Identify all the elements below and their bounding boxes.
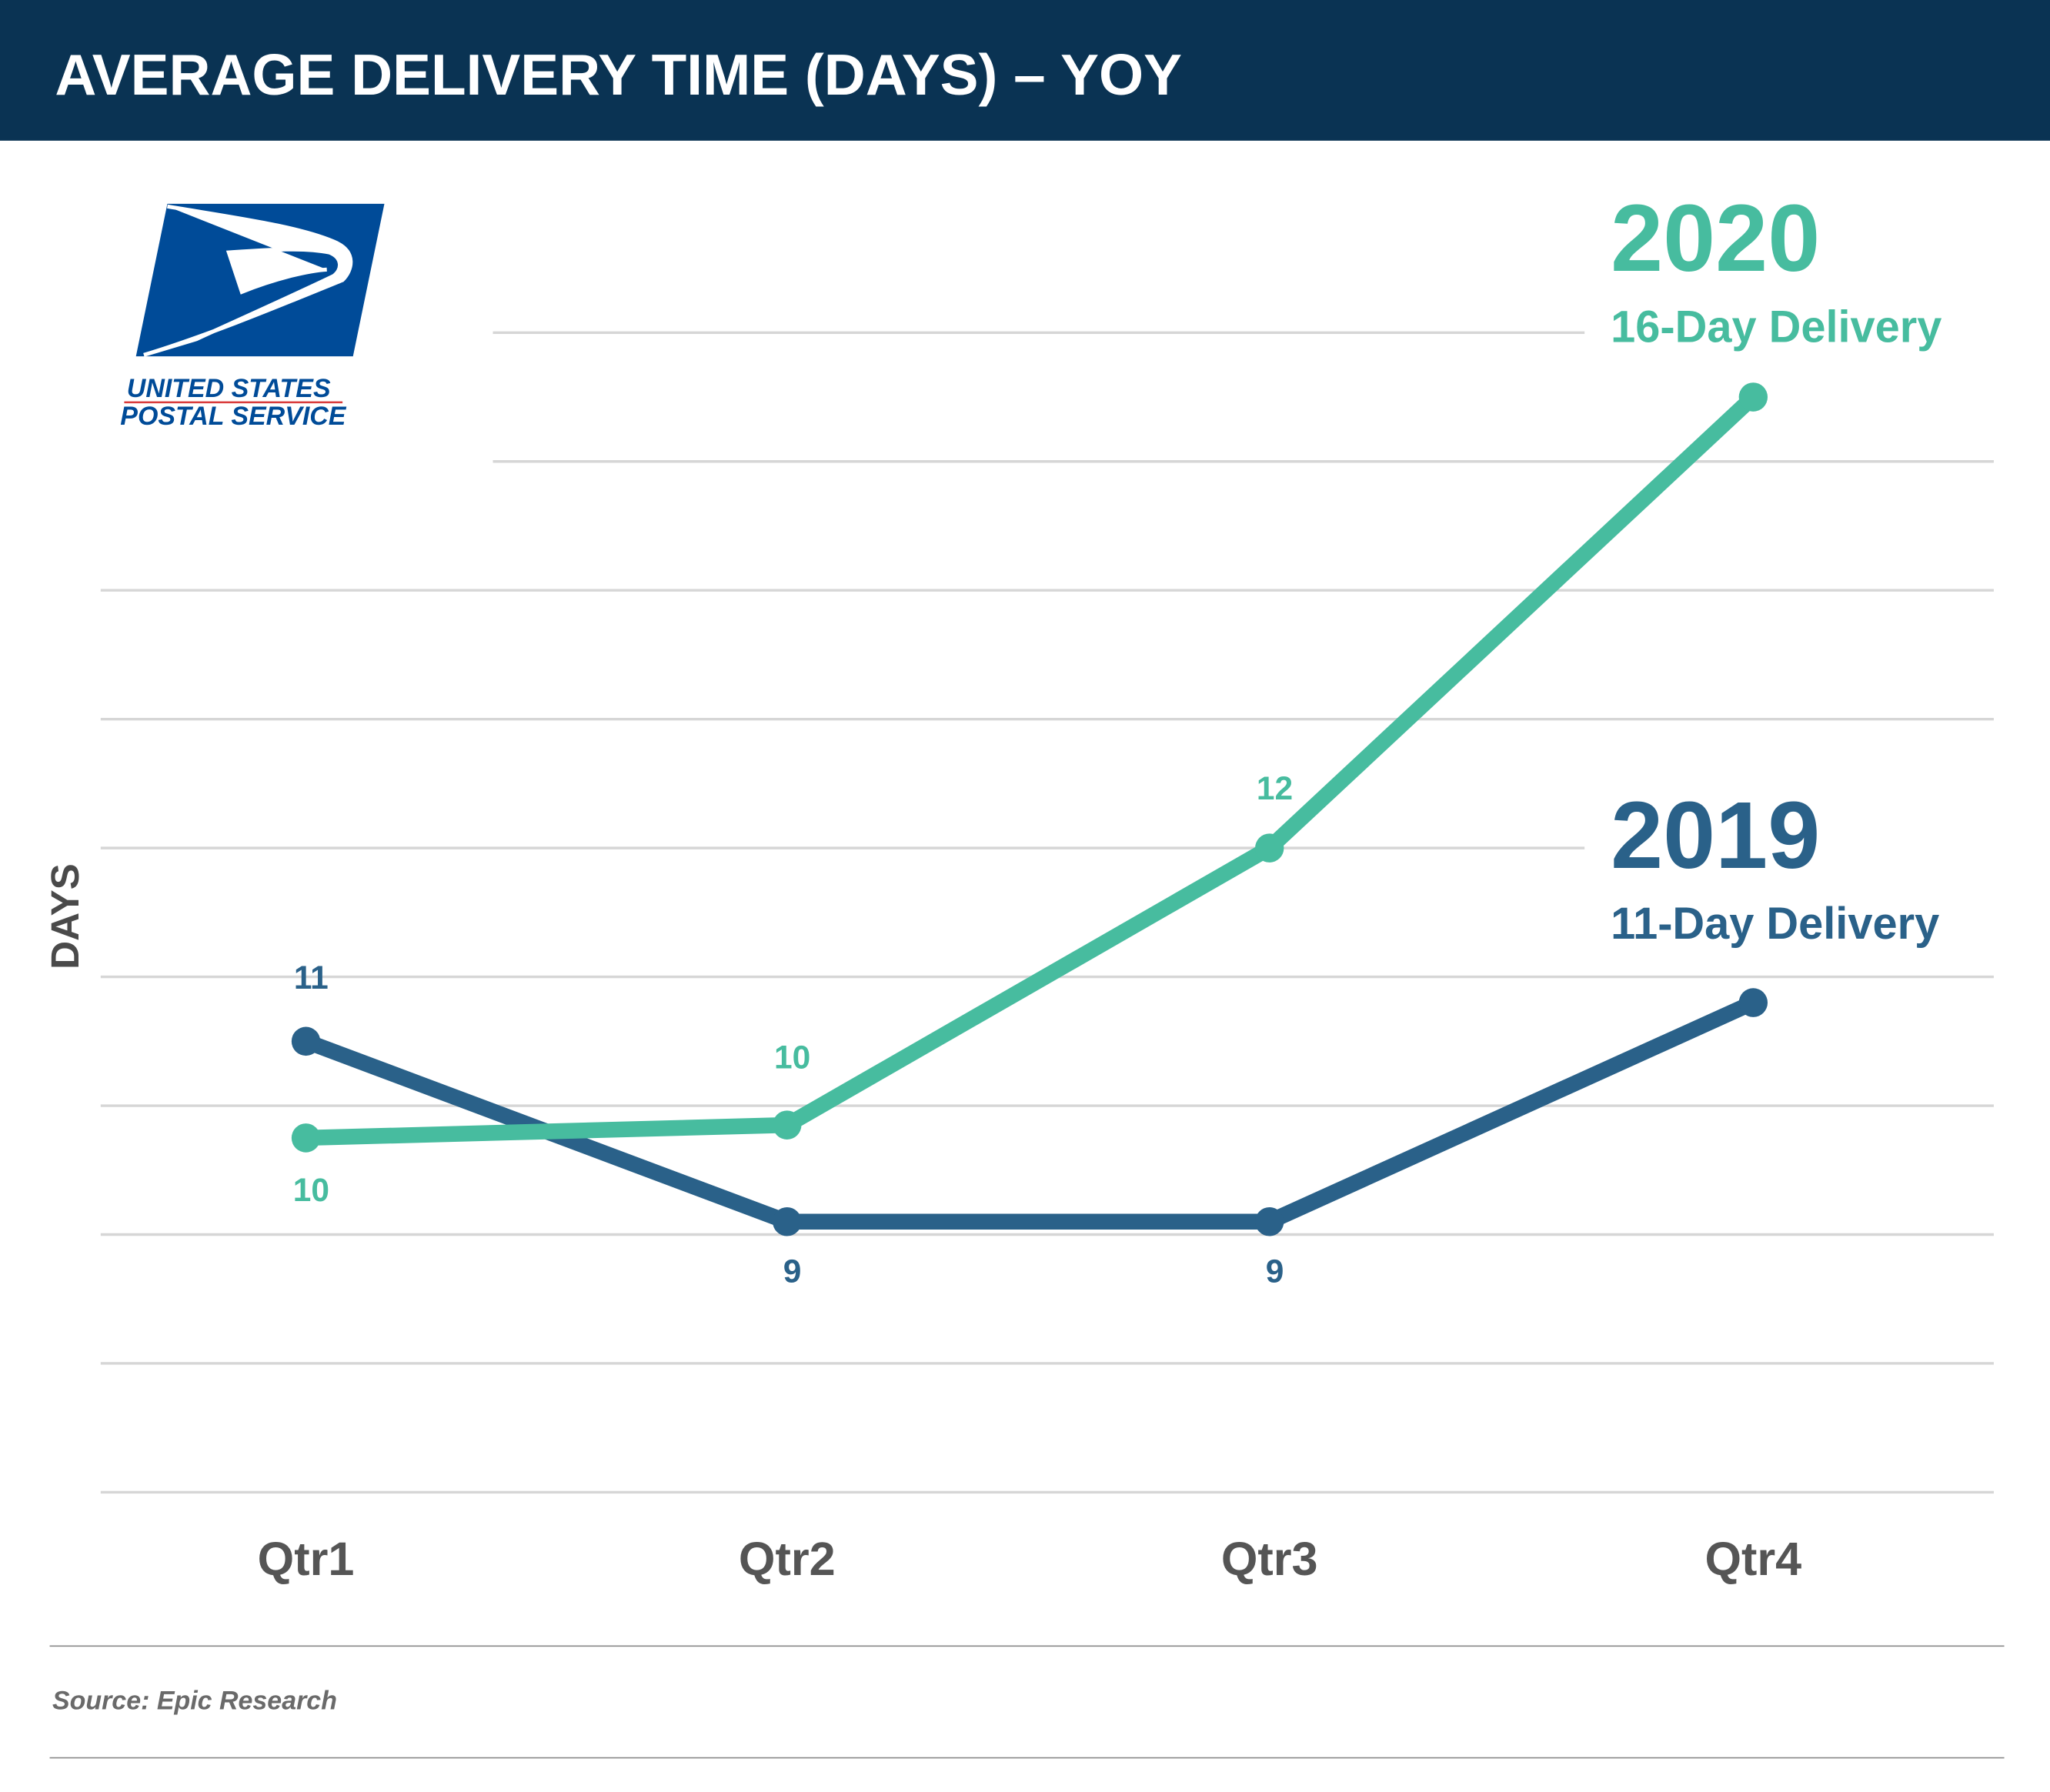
x-tick-label: Qtr1 [258, 1532, 355, 1585]
data-label: 12 [1257, 770, 1293, 807]
legend-2019: 2019 11-Day Delivery [1611, 782, 1939, 949]
data-point [1738, 988, 1768, 1017]
legend-2020-name: 2020 [1611, 185, 1820, 291]
series-line-2020 [305, 391, 1759, 1146]
x-axis-ticks: Qtr1 Qtr2 Qtr3 Qtr4 [258, 1532, 1802, 1585]
data-point [773, 1110, 802, 1140]
series-2020: 10 10 12 [291, 382, 1768, 1209]
data-label: 11 [294, 959, 329, 996]
data-point [1738, 382, 1768, 412]
legend-2020: 2020 16-Day Delivery [1611, 185, 1941, 352]
data-point [1255, 1206, 1284, 1236]
header-bar [0, 0, 2050, 141]
x-tick-label: Qtr4 [1704, 1532, 1801, 1585]
source-note: Source: Epic Research [52, 1686, 337, 1715]
series-line-2019 [303, 995, 1757, 1230]
series-group: 11 9 9 10 10 12 [291, 382, 1768, 1290]
data-label: 10 [774, 1039, 810, 1076]
data-point [291, 1026, 321, 1056]
legend-2019-subtitle: 11-Day Delivery [1611, 899, 1939, 949]
logo-text-line1: UNITED STATES [127, 374, 331, 403]
data-label: 9 [783, 1253, 802, 1290]
legend-2020-subtitle: 16-Day Delivery [1611, 302, 1941, 352]
x-tick-label: Qtr3 [1221, 1532, 1318, 1585]
data-point [1255, 833, 1284, 863]
usps-logo: UNITED STATES POSTAL SERVICE [120, 203, 385, 431]
legend-2019-name: 2019 [1611, 782, 1820, 887]
data-label: 10 [293, 1172, 329, 1209]
data-label: 9 [1266, 1253, 1284, 1290]
logo-text-line2: POSTAL SERVICE [120, 402, 346, 431]
chart-title: AVERAGE DELIVERY TIME (DAYS) – YOY [55, 42, 1182, 107]
data-point [773, 1206, 802, 1236]
data-point [291, 1123, 321, 1153]
x-tick-label: Qtr2 [739, 1532, 836, 1585]
y-axis-label: DAYS [43, 863, 87, 969]
